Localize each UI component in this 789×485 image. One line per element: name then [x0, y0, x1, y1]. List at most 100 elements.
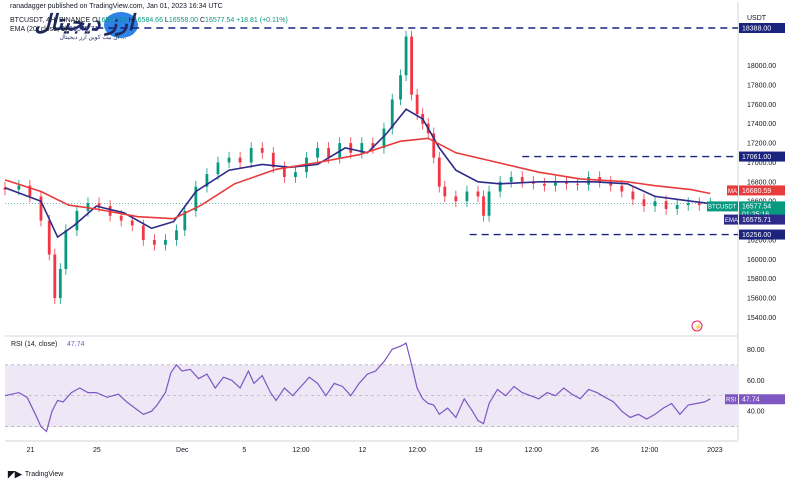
candle-body [465, 191, 469, 202]
candle-body [498, 181, 502, 192]
ma-name-label: MA [728, 189, 737, 195]
candle-body [415, 94, 419, 115]
price-tick-label: 16800.00 [747, 179, 776, 186]
price-tick-label: 15400.00 [747, 315, 776, 322]
change-value: +18.81 (+0.11%) [236, 17, 288, 24]
candle-body [294, 172, 297, 177]
candle-body [631, 191, 635, 200]
rsi-value-label: 47.74 [742, 397, 760, 404]
time-tick-label: 5 [242, 447, 246, 454]
candle-body [3, 187, 7, 190]
candle-body [371, 143, 375, 148]
lightning-icon [691, 320, 703, 332]
candle-body [282, 167, 286, 177]
candle-body [216, 162, 220, 175]
price-tick-label: 16000.00 [747, 257, 776, 264]
candle-body [509, 177, 513, 182]
price-tick-label: 16200.00 [747, 237, 776, 244]
candle-body [327, 147, 331, 158]
candle-body [271, 152, 275, 168]
lightning-glyph: ⚡ [695, 323, 702, 331]
candle-body [183, 210, 187, 231]
price-tick-label: 17000.00 [747, 160, 776, 167]
candle-body [454, 196, 458, 202]
candle-body [164, 239, 167, 245]
candle-body [17, 185, 21, 190]
candle-body [653, 201, 657, 207]
ema-legend-title: EMA (20, close, 0) [10, 26, 68, 33]
rsi-tick-label: 40.00 [747, 409, 765, 416]
candle-body [697, 203, 701, 206]
candle-body [152, 239, 156, 245]
candle-body [141, 225, 145, 240]
currency-label: USDT [747, 15, 767, 22]
time-tick-label: 2023 [707, 447, 723, 454]
price-tick-label: 17200.00 [747, 141, 776, 148]
time-tick-label: 12:00 [641, 447, 659, 454]
candle-body [39, 196, 43, 221]
watermark-text: ارز دیجیتال [34, 10, 135, 35]
ema-value-tag-label: 16575.71 [742, 217, 771, 224]
candle-body [576, 183, 579, 185]
rsi-title: RSI (14, close) [11, 341, 57, 348]
candle-body [119, 215, 123, 221]
time-tick-label: Dec [176, 447, 189, 454]
price-tick-label: 17600.00 [747, 102, 776, 109]
ema-name-label: EMA [725, 218, 738, 224]
price-tick-label: 17400.00 [747, 121, 776, 128]
ohlc-line: BTCUSDT, 4H, BINANCE O16577.53 H16584.66… [10, 17, 288, 24]
candle-body [437, 157, 441, 187]
candle-body [399, 75, 402, 100]
series-line-ema [4, 108, 711, 239]
time-tick-label: 21 [27, 447, 35, 454]
high-label: H [128, 17, 134, 24]
level-tag [739, 229, 785, 240]
ma-value-tag-label: 16680.59 [742, 188, 771, 195]
rsi-line [4, 342, 711, 433]
low-label: L [164, 17, 169, 24]
symbol-tag-label: BTCUSDT [708, 204, 737, 210]
ema-legend-value: 16575.71 [69, 26, 99, 33]
low-value: 16558.00 [168, 17, 199, 24]
level-tag [739, 151, 785, 162]
time-tick-label: 19 [475, 447, 483, 454]
current-price-label: 16577.54 [742, 203, 771, 210]
footer-brand: ◤▶ TradingView [8, 469, 63, 480]
ma-name-tag [727, 185, 738, 196]
open-label: O [92, 17, 98, 24]
candle-body [238, 157, 242, 163]
ema-value-tag [739, 214, 785, 225]
candle-body [554, 181, 557, 186]
candle-body [97, 203, 101, 207]
candle-body [175, 230, 178, 240]
open-value: 16577.53 [97, 17, 127, 24]
candle-body [75, 210, 79, 231]
candle-body [664, 201, 668, 209]
candle-body [487, 191, 491, 216]
candle-body [642, 199, 646, 207]
symbol-name: BTCUSDT [10, 17, 43, 24]
candle-body [565, 181, 568, 184]
candle-body [482, 196, 485, 216]
candle-body [260, 147, 264, 153]
candle-body [349, 143, 353, 153]
candle-body [130, 220, 134, 226]
candle-body [227, 157, 231, 163]
footer-brand-label: TradingView [24, 471, 64, 478]
candle-body [194, 186, 198, 211]
rsi-title-value: 47.74 [67, 341, 85, 348]
level-tag [739, 23, 785, 34]
time-tick-label: 12 [359, 447, 367, 454]
rsi-name-label: RSI [726, 398, 736, 404]
level-tag-label: 18388.00 [742, 26, 771, 33]
ema-name-tag [724, 214, 738, 225]
ema-legend: EMA (20, close, 0) 16575.71 [10, 26, 98, 33]
watermark-subtext: ال بیت کوین ارز دیجیتال ... [59, 35, 126, 41]
candle-body [58, 269, 62, 299]
price-tick-label: 18000.00 [747, 63, 776, 70]
rsi-tick-label: 80.00 [747, 347, 765, 354]
interval-label: 4H [46, 17, 56, 24]
candle-body [686, 203, 690, 206]
candle-body [53, 254, 57, 299]
